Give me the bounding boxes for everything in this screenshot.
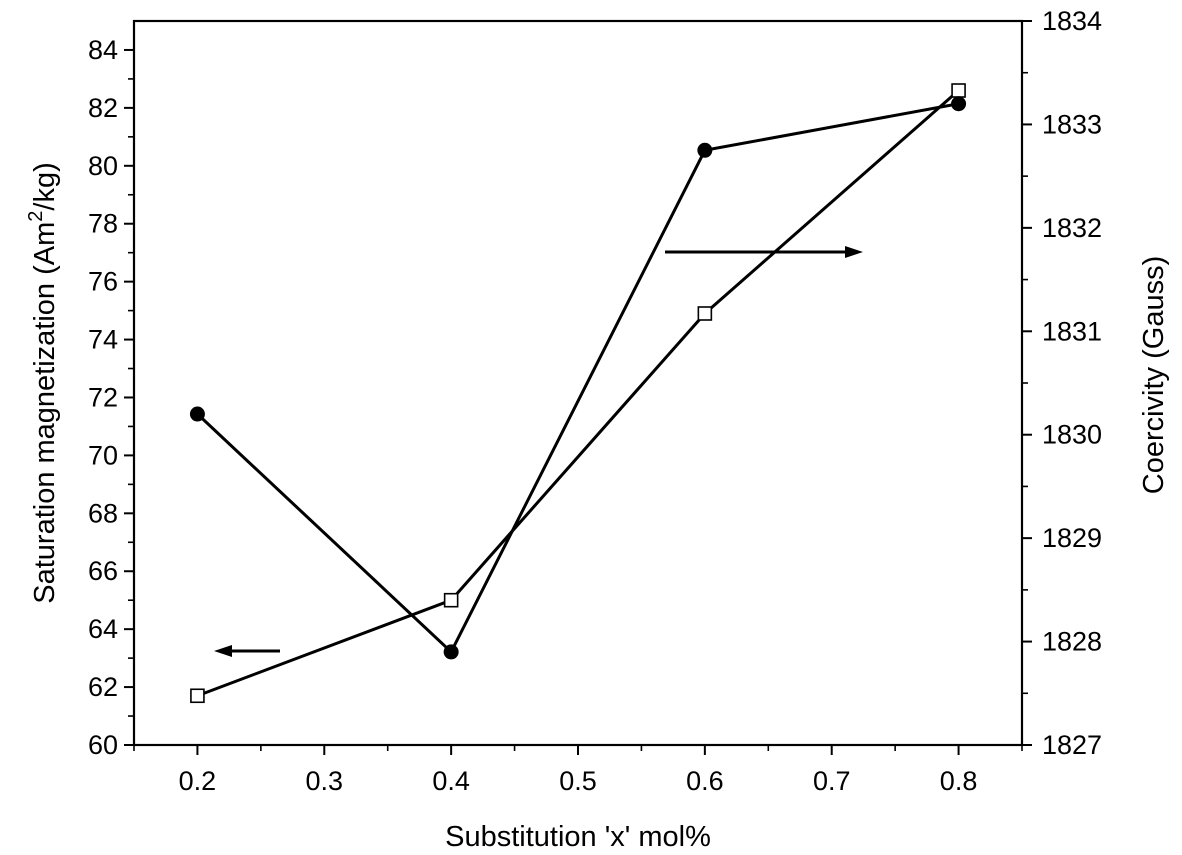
y-left-tick-label: 78 (88, 209, 118, 239)
data-point-square (951, 83, 966, 98)
x-tick-label: 0.2 (179, 766, 217, 796)
x-tick-label: 0.3 (306, 766, 344, 796)
y-left-tick-label: 74 (88, 325, 118, 355)
series-right-line (196, 102, 959, 654)
y-left-tick-label: 80 (88, 151, 118, 181)
y-left-tick-label: 82 (88, 93, 118, 123)
data-point-circle (443, 644, 459, 660)
y-right-tick-label: 1833 (1042, 109, 1102, 139)
arrow-left-icon (214, 645, 232, 657)
y-left-tick-label: 76 (88, 267, 118, 297)
x-tick-label: 0.6 (686, 766, 724, 796)
y-right-tick-label: 1828 (1042, 627, 1102, 657)
series-left-line (196, 89, 960, 698)
y-right-tick-label: 1827 (1042, 730, 1102, 760)
x-axis-title: Substitution 'x' mol% (445, 821, 711, 853)
data-point-square (443, 592, 459, 608)
y-left-axis-title: Saturation magnetization (Am2/kg) (25, 162, 61, 604)
data-point-square (190, 688, 205, 704)
arrow-right-icon (845, 246, 863, 258)
y-left-title-main: Saturation magnetization (Am (29, 222, 61, 604)
x-tick-label: 0.5 (559, 766, 597, 796)
x-tick-label: 0.7 (813, 766, 851, 796)
y-left-title-superscript: 2 (25, 211, 47, 222)
y-left-tick-label: 84 (88, 35, 118, 65)
y-right-tick-label: 1834 (1042, 6, 1102, 36)
y-left-tick-label: 60 (88, 730, 118, 760)
y-left-tick-label: 62 (88, 672, 118, 702)
y-left-tick-label: 64 (88, 614, 118, 644)
axes-group: 0.2 0.3 0.4 0.5 0.6 0.7 0.8 60 62 64 66 68 70 72 74 76 7… (88, 6, 1102, 796)
annotation-group (214, 246, 863, 657)
plot-frame (132, 19, 1024, 747)
y-left-title-tail: /kg) (29, 162, 61, 210)
y-left-tick-label: 66 (88, 556, 118, 586)
y-right-axis-title: Coercivity (Gauss) (1138, 256, 1170, 495)
series-group (189, 83, 967, 704)
y-right-tick-label: 1829 (1042, 523, 1102, 553)
y-left-tick-label: 70 (88, 440, 118, 470)
y-right-tick-label: 1832 (1042, 213, 1102, 243)
y-right-tick-label: 1831 (1042, 316, 1102, 346)
y-right-tick-label: 1830 (1042, 420, 1102, 450)
x-tick-label: 0.4 (432, 766, 470, 796)
data-point-circle (697, 142, 713, 158)
data-point-square (697, 306, 713, 321)
x-tick-label: 0.8 (940, 766, 978, 796)
data-point-circle (951, 96, 967, 112)
data-point-circle (189, 406, 205, 422)
y-left-tick-label: 68 (88, 498, 118, 528)
y-left-tick-label: 72 (88, 382, 118, 412)
